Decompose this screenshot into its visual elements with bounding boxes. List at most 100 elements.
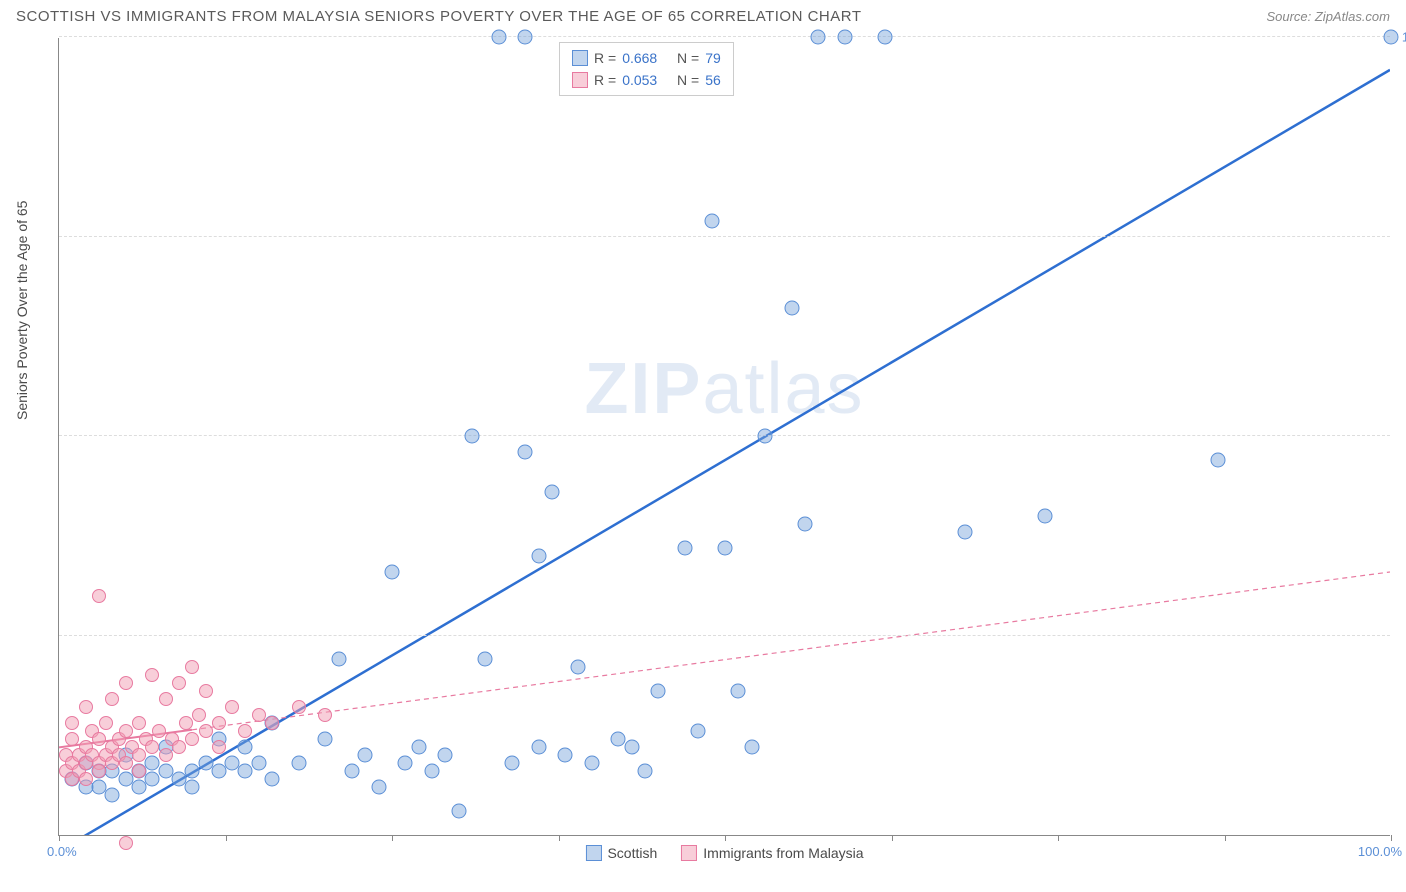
point-scottish — [491, 30, 506, 45]
point-malaysia — [119, 724, 133, 738]
chart-title: SCOTTISH VS IMMIGRANTS FROM MALAYSIA SEN… — [16, 8, 861, 25]
legend-item-scottish: Scottish — [585, 845, 657, 861]
point-malaysia — [212, 716, 226, 730]
point-malaysia — [159, 748, 173, 762]
point-scottish — [651, 684, 666, 699]
point-scottish — [691, 724, 706, 739]
point-scottish — [558, 748, 573, 763]
point-malaysia — [265, 716, 279, 730]
point-malaysia — [152, 724, 166, 738]
chart-header: SCOTTISH VS IMMIGRANTS FROM MALAYSIA SEN… — [0, 0, 1406, 29]
point-scottish — [1037, 508, 1052, 523]
point-malaysia — [92, 764, 106, 778]
point-scottish — [265, 772, 280, 787]
scatter-chart: ZIPatlas R = 0.668 N = 79 R = 0.053 N = … — [58, 38, 1390, 836]
point-scottish — [584, 756, 599, 771]
point-scottish — [624, 740, 639, 755]
swatch-blue-icon — [572, 50, 588, 66]
point-scottish — [318, 732, 333, 747]
point-scottish — [451, 804, 466, 819]
point-scottish — [731, 684, 746, 699]
point-scottish — [571, 660, 586, 675]
point-scottish — [385, 564, 400, 579]
point-scottish — [105, 788, 120, 803]
point-scottish — [371, 780, 386, 795]
point-scottish — [744, 740, 759, 755]
watermark: ZIPatlas — [584, 348, 864, 430]
point-scottish — [185, 764, 200, 779]
point-scottish — [424, 764, 439, 779]
point-malaysia — [225, 700, 239, 714]
point-malaysia — [79, 772, 93, 786]
x-tick-mark — [725, 835, 726, 841]
point-malaysia — [192, 708, 206, 722]
point-malaysia — [199, 684, 213, 698]
point-malaysia — [212, 740, 226, 754]
point-scottish — [185, 780, 200, 795]
gridline — [59, 435, 1390, 436]
point-malaysia — [65, 716, 79, 730]
point-scottish — [211, 764, 226, 779]
swatch-pink-icon — [681, 845, 697, 861]
point-scottish — [464, 429, 479, 444]
legend-row-malaysia: R = 0.053 N = 56 — [572, 69, 721, 91]
point-scottish — [797, 516, 812, 531]
point-scottish — [704, 213, 719, 228]
point-malaysia — [119, 676, 133, 690]
point-scottish — [544, 484, 559, 499]
point-malaysia — [172, 676, 186, 690]
point-malaysia — [105, 692, 119, 706]
point-scottish — [238, 764, 253, 779]
point-scottish — [518, 444, 533, 459]
point-malaysia — [185, 660, 199, 674]
point-malaysia — [92, 589, 106, 603]
point-scottish — [291, 756, 306, 771]
point-scottish — [504, 756, 519, 771]
point-scottish — [877, 30, 892, 45]
point-scottish — [331, 652, 346, 667]
point-scottish — [438, 748, 453, 763]
point-malaysia — [145, 740, 159, 754]
point-scottish — [957, 524, 972, 539]
point-scottish — [784, 301, 799, 316]
point-malaysia — [132, 748, 146, 762]
point-malaysia — [252, 708, 266, 722]
point-malaysia — [185, 732, 199, 746]
point-malaysia — [79, 700, 93, 714]
x-tick-max: 100.0% — [1358, 844, 1402, 859]
x-tick-mark — [59, 835, 60, 841]
point-malaysia — [99, 716, 113, 730]
point-malaysia — [132, 764, 146, 778]
point-scottish — [531, 548, 546, 563]
series-legend: Scottish Immigrants from Malaysia — [585, 845, 863, 861]
x-tick-mark — [392, 835, 393, 841]
point-scottish — [518, 30, 533, 45]
point-scottish — [238, 740, 253, 755]
point-scottish — [837, 30, 852, 45]
point-malaysia — [172, 740, 186, 754]
point-scottish — [531, 740, 546, 755]
x-tick-mark — [1225, 835, 1226, 841]
x-tick-mark — [226, 835, 227, 841]
point-malaysia — [119, 836, 133, 850]
swatch-pink-icon — [572, 72, 588, 88]
point-scottish — [345, 764, 360, 779]
point-scottish — [638, 764, 653, 779]
x-tick-mark — [1058, 835, 1059, 841]
x-tick-mark — [559, 835, 560, 841]
point-scottish — [718, 540, 733, 555]
point-scottish — [358, 748, 373, 763]
point-malaysia — [132, 716, 146, 730]
point-malaysia — [145, 668, 159, 682]
point-malaysia — [92, 732, 106, 746]
point-malaysia — [159, 692, 173, 706]
y-axis-label: Seniors Poverty Over the Age of 65 — [14, 201, 30, 420]
point-malaysia — [179, 716, 193, 730]
point-malaysia — [238, 724, 252, 738]
swatch-blue-icon — [585, 845, 601, 861]
legend-item-malaysia: Immigrants from Malaysia — [681, 845, 863, 861]
x-tick-mark — [892, 835, 893, 841]
x-tick-mark — [1391, 835, 1392, 841]
point-scottish — [411, 740, 426, 755]
point-scottish — [1384, 30, 1399, 45]
